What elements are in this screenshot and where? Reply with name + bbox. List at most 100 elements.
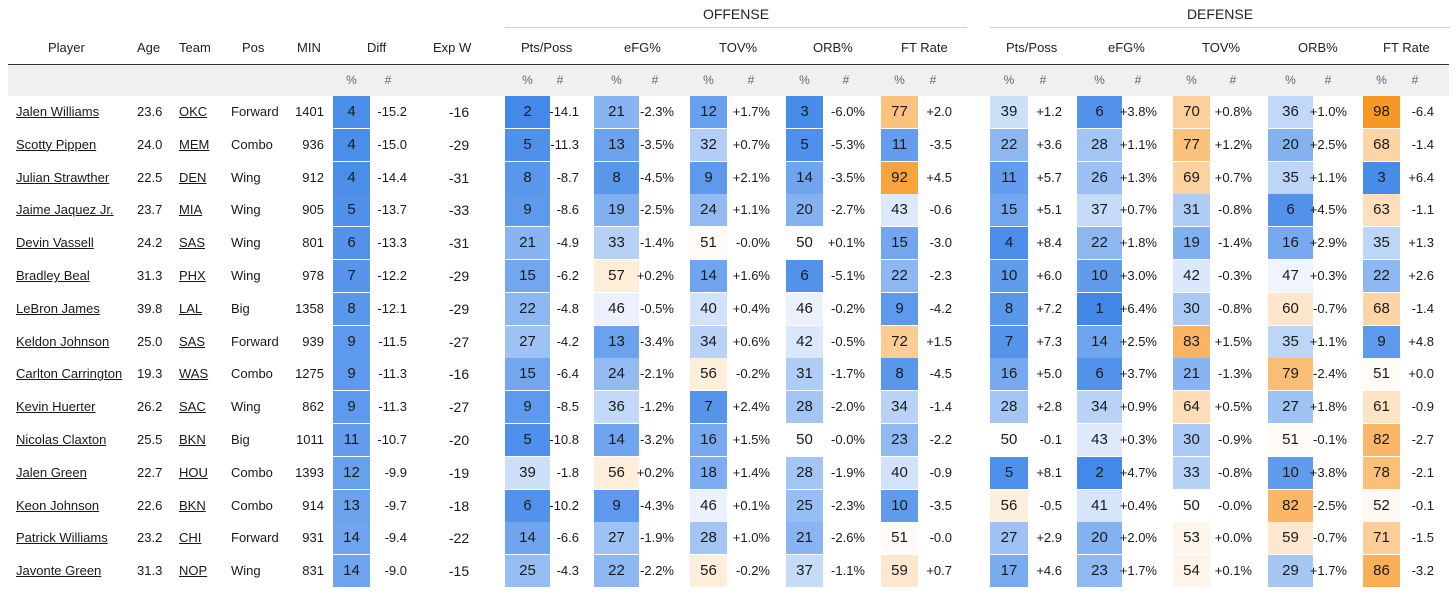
def-pts-poss-num-cell: +4.6 (1036, 563, 1062, 579)
def-ft-rate-num-cell: -0.1 (1411, 497, 1434, 513)
player-name[interactable]: Scotty Pippen (16, 136, 97, 152)
team-abbrev[interactable]: SAS (179, 235, 206, 251)
header-off-ft-rate[interactable]: FT Rate (901, 40, 948, 55)
player-name-link[interactable]: Carlton Carrington (16, 358, 131, 390)
team-link[interactable]: DEN (179, 162, 219, 194)
exp-w-cell: -29 (448, 268, 470, 284)
team-abbrev[interactable]: HOU (179, 464, 208, 480)
team-link[interactable]: PHX (179, 260, 219, 292)
header-def-efg[interactable]: eFG% (1108, 40, 1145, 55)
header-def-ft-rate[interactable]: FT Rate (1383, 40, 1430, 55)
team-link[interactable]: WAS (179, 358, 219, 390)
header-off-pts-poss[interactable]: Pts/Poss (521, 40, 573, 55)
player-name-link[interactable]: Jalen Green (16, 457, 131, 489)
player-name[interactable]: Bradley Beal (16, 268, 90, 283)
off-orb-pct-cell: 37 (786, 555, 823, 588)
player-name[interactable]: Javonte Green (16, 563, 102, 579)
team-link[interactable]: SAS (179, 326, 219, 358)
header-def-orb[interactable]: ORB% (1298, 40, 1338, 55)
age-cell: 23.2 (137, 530, 163, 546)
player-name-link[interactable]: Devin Vassell (16, 227, 131, 259)
subheader-num: # (1039, 73, 1047, 87)
team-link[interactable]: SAC (179, 391, 219, 423)
player-name-link[interactable]: Jalen Williams (16, 96, 131, 128)
header-def-tov[interactable]: TOV% (1202, 40, 1241, 55)
header-def-pts-poss[interactable]: Pts/Poss (1006, 40, 1058, 55)
player-name[interactable]: Jalen Green (16, 464, 87, 480)
exp-w-cell: -29 (448, 300, 470, 317)
header-exp-w[interactable]: Exp W (433, 40, 472, 55)
player-name-link[interactable]: Keldon Johnson (16, 326, 131, 358)
team-link[interactable]: LAL (179, 293, 219, 325)
team-link[interactable]: MEM (179, 129, 219, 161)
def-pts-poss-pct-cell: 10 (990, 260, 1028, 292)
player-name[interactable]: Kevin Huerter (16, 399, 96, 415)
header-off-orb[interactable]: ORB% (813, 40, 853, 55)
diff-num-cell: -11.5 (378, 333, 407, 349)
player-name-link[interactable]: Jaime Jaquez Jr. (16, 194, 131, 226)
off-tov-pct-cell: 14 (690, 260, 727, 292)
def-orb-pct-cell: 20 (1268, 128, 1313, 161)
player-name[interactable]: Devin Vassell (16, 235, 94, 251)
team-abbrev[interactable]: MEM (179, 136, 210, 152)
player-name-link[interactable]: Bradley Beal (16, 260, 131, 292)
player-name-link[interactable]: Kevin Huerter (16, 391, 131, 423)
team-link[interactable]: MIA (179, 194, 219, 226)
player-name-link[interactable]: Keon Johnson (16, 490, 131, 522)
header-off-tov[interactable]: TOV% (719, 40, 758, 55)
team-abbrev[interactable]: LAL (179, 300, 203, 316)
team-abbrev[interactable]: PHX (179, 268, 206, 283)
player-name[interactable]: Jaime Jaquez Jr. (16, 202, 114, 218)
team-abbrev[interactable]: NOP (179, 563, 208, 579)
header-off-efg[interactable]: eFG% (624, 40, 661, 55)
team-link[interactable]: BKN (179, 424, 219, 456)
header-diff[interactable]: Diff (367, 40, 387, 55)
team-link[interactable]: BKN (179, 490, 219, 522)
header-pos[interactable]: Pos (242, 40, 265, 55)
minutes-cell: 939 (302, 333, 324, 349)
player-name-link[interactable]: LeBron James (16, 293, 131, 325)
player-name-link[interactable]: Scotty Pippen (16, 129, 131, 161)
player-name-link[interactable]: Javonte Green (16, 555, 131, 587)
header-team[interactable]: Team (179, 40, 211, 55)
player-name-link[interactable]: Patrick Williams (16, 522, 131, 554)
subheader-pct: % (1186, 73, 1197, 87)
player-name[interactable]: Nicolas Claxton (16, 432, 107, 447)
def-orb-pct-cell: 35 (1268, 161, 1313, 194)
player-name[interactable]: Carlton Carrington (16, 366, 123, 382)
position-cell: Wing (231, 169, 261, 185)
team-link[interactable]: OKC (179, 96, 219, 128)
player-name[interactable]: Keon Johnson (16, 497, 100, 513)
header-player[interactable]: Player (48, 40, 85, 55)
team-link[interactable]: CHI (179, 522, 219, 554)
def-tov-pct-cell: 64 (1173, 391, 1210, 424)
position-cell: Wing (231, 399, 261, 415)
exp-w-cell: -29 (448, 136, 470, 153)
player-name-link[interactable]: Julian Strawther (16, 162, 131, 194)
off-pts-poss-num-cell: -4.3 (556, 563, 579, 579)
team-abbrev[interactable]: OKC (179, 104, 208, 119)
team-link[interactable]: NOP (179, 555, 219, 587)
team-abbrev[interactable]: CHI (179, 530, 202, 546)
team-abbrev[interactable]: DEN (179, 169, 207, 185)
team-abbrev[interactable]: WAS (179, 366, 209, 382)
player-name[interactable]: Julian Strawther (16, 169, 110, 185)
player-name[interactable]: Jalen Williams (16, 104, 100, 119)
position-cell: Wing (231, 268, 261, 283)
team-abbrev[interactable]: BKN (179, 432, 206, 447)
player-name[interactable]: LeBron James (16, 300, 100, 316)
team-abbrev[interactable]: SAS (179, 333, 206, 349)
player-name[interactable]: Keldon Johnson (16, 333, 110, 349)
header-min[interactable]: MIN (297, 40, 321, 55)
def-orb-pct-cell: 60 (1268, 292, 1313, 325)
team-abbrev[interactable]: BKN (179, 497, 206, 513)
header-age[interactable]: Age (137, 40, 161, 55)
off-orb-pct-cell: 31 (786, 358, 823, 391)
team-abbrev[interactable]: MIA (179, 202, 203, 218)
team-abbrev[interactable]: SAC (179, 399, 206, 415)
off-ft-rate-pct-cell: 22 (881, 260, 918, 292)
player-name-link[interactable]: Nicolas Claxton (16, 424, 131, 456)
team-link[interactable]: SAS (179, 227, 219, 259)
player-name[interactable]: Patrick Williams (16, 530, 108, 546)
team-link[interactable]: HOU (179, 457, 219, 489)
